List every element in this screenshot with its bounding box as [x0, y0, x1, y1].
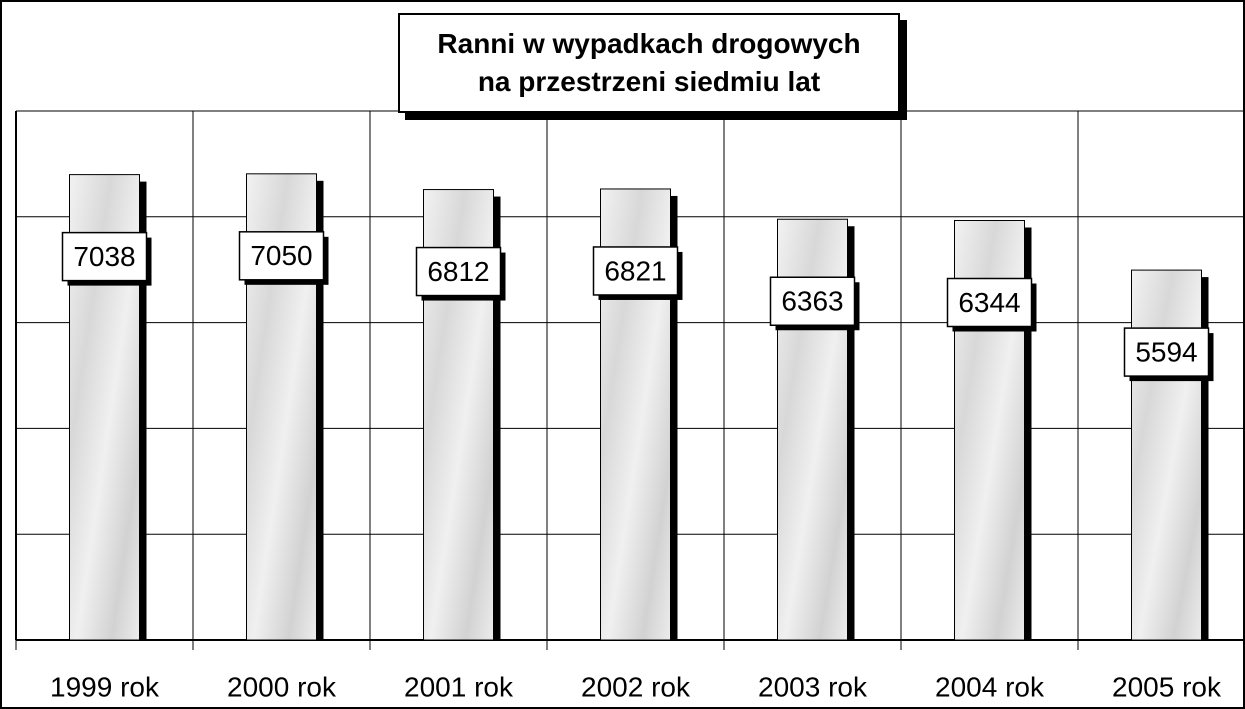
x-tick-label: 2003 rok — [758, 671, 868, 702]
value-label: 7050 — [250, 240, 312, 271]
x-tick-label: 2004 rok — [935, 671, 1045, 702]
x-tick-label: 1999 rok — [50, 671, 160, 702]
chart-title: Ranni w wypadkach drogowych na przestrze… — [398, 13, 900, 113]
value-label: 6821 — [604, 255, 666, 286]
value-label: 7038 — [73, 241, 135, 272]
value-label-box — [592, 246, 679, 296]
bar — [1131, 269, 1202, 641]
x-tick-label: 2000 rok — [227, 671, 337, 702]
x-tick-label: 2005 rok — [1112, 671, 1222, 702]
value-label-box — [1123, 327, 1210, 377]
x-tick-label: 2002 rok — [581, 671, 691, 702]
value-label: 5594 — [1135, 336, 1197, 367]
value-label-box — [238, 231, 325, 281]
value-label: 6812 — [427, 256, 489, 287]
value-label: 6344 — [958, 287, 1020, 318]
value-label-box — [415, 246, 502, 297]
x-tick-label: 2001 rok — [404, 671, 514, 702]
value-label-box — [769, 276, 856, 326]
value-label-box — [946, 277, 1033, 328]
value-label: 6363 — [781, 286, 843, 317]
value-label-box — [61, 231, 148, 282]
